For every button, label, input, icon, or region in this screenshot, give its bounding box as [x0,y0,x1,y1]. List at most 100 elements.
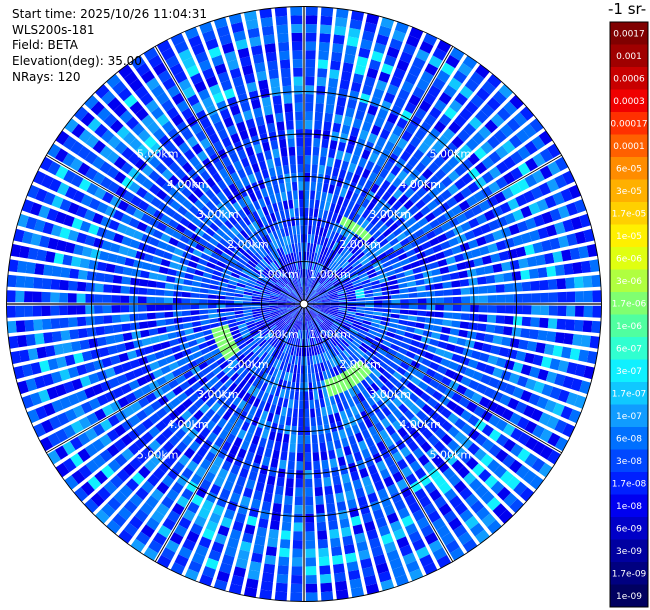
radar-gate [33,319,43,331]
radar-gate [327,211,334,221]
radar-gate [209,84,222,96]
radar-gate [181,410,192,421]
radar-gate [380,344,390,352]
radar-gate [254,347,263,356]
radar-gate [279,293,288,298]
radar-gate [545,371,558,384]
radar-gate [299,207,304,217]
radar-gate [336,420,344,431]
radar-gate [322,210,329,220]
colorbar-swatch [610,247,648,270]
radar-gate [253,200,261,211]
radar-gate [360,326,370,333]
radar-gate [92,454,106,468]
radar-gate [155,420,167,432]
radar-gate [119,484,134,498]
colorbar-swatch [610,562,648,585]
radar-gate [236,282,246,288]
radar-gate [317,344,323,354]
radar-gate [365,160,375,172]
radar-gate [519,487,535,502]
radar-gate [476,383,488,395]
radar-gate [243,312,253,317]
radar-gate [86,271,97,281]
radar-gate [124,226,136,238]
radar-gate [510,427,523,441]
radar-gate [47,143,61,159]
radar-gate [339,392,347,402]
radar-gate [525,378,537,391]
radar-gate [364,289,374,294]
radar-gate [222,187,232,198]
radar-gate [486,400,499,413]
radar-gate [167,85,181,98]
radar-gate [382,356,392,366]
radar-gate [99,433,112,447]
radar-gate [123,522,138,537]
radar-gate [315,226,320,236]
radar-gate [157,326,167,334]
radar-gate [330,348,337,357]
radar-gate [474,484,489,498]
radar-gate [193,175,205,187]
radar-gate [401,80,414,93]
radar-gate [138,287,148,295]
radar-gate [336,316,345,322]
radar-gate [265,214,273,224]
radar-gate [152,368,164,379]
radar-gate [221,554,235,566]
radar-gate [468,277,478,286]
radar-gate [476,506,491,521]
radar-gate [77,145,91,160]
radar-gate [357,239,366,248]
radar-gate [403,421,415,433]
radar-gate [237,149,247,160]
radar-gate [184,273,194,280]
radar-gate [556,318,567,330]
radar-gate [129,493,144,507]
radar-gate [321,191,327,202]
radar-gate [371,50,384,63]
radar-gate [342,324,351,330]
radar-gate [325,350,332,360]
radar-gate [164,282,175,290]
radar-gate [275,15,288,26]
radar-gate [433,120,447,134]
radar-gate [356,348,365,357]
radar-gate [510,151,524,165]
radar-gate [273,328,281,337]
radar-gate [314,364,319,374]
radar-gate [205,371,216,381]
radar-gate [309,338,313,348]
radar-gate [484,364,495,375]
radar-gate [574,363,587,377]
radar-gate [347,296,357,300]
radar-gate [150,453,163,466]
radar-gate [305,312,309,322]
radar-gate [290,309,298,316]
radar-gate [306,312,310,321]
radar-gate [209,483,221,496]
radar-gate [243,402,252,413]
radar-gate [241,269,251,276]
radar-gate [282,353,288,363]
radar-gate [266,475,276,486]
radar-gate [345,454,355,465]
radar-gate [368,226,378,236]
colorbar-swatch [610,314,648,338]
radar-gate [393,67,406,80]
radar-gate [278,41,290,52]
radar-gate [311,296,320,301]
radar-gate [360,342,370,350]
radar-gate [50,371,63,384]
radar-gate [71,123,86,138]
radar-gate [441,176,453,188]
radar-gate [202,67,215,80]
radar-gate [410,115,422,128]
radar-gate [364,484,375,495]
radar-gate [348,356,357,365]
radar-gate [335,267,343,275]
radar-gate [315,253,320,263]
radar-gate [324,282,333,289]
radar-gate [10,350,22,365]
